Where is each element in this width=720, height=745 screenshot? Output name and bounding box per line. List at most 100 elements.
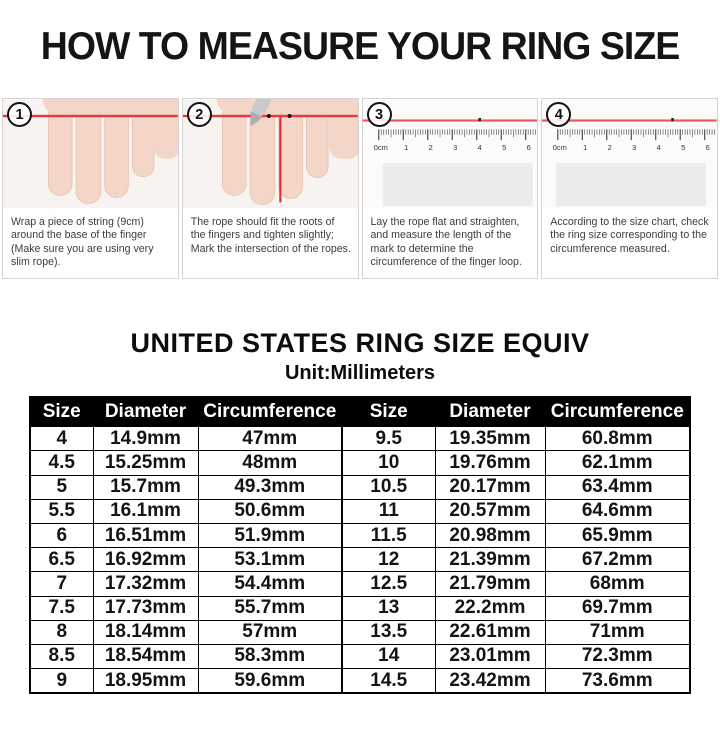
string-mark-dot: [266, 114, 271, 118]
step-1-photo: 1: [3, 99, 178, 209]
column-header: Diameter: [92, 396, 199, 428]
circumference-cell: 55.7mm: [197, 595, 343, 621]
step-3-number-badge: 3: [366, 102, 392, 127]
size-cell: 5.5: [29, 498, 94, 524]
diameter-cell: 22.2mm: [434, 595, 546, 621]
string-mark: [671, 117, 675, 122]
size-cell: 12: [341, 547, 436, 573]
string-loop-tail: [279, 115, 282, 203]
marker-pen-shape: [250, 99, 283, 127]
circumference-cell: 59.6mm: [197, 668, 343, 694]
circumference-cell: 49.3mm: [197, 474, 343, 500]
circumference-cell: 54.4mm: [197, 571, 343, 597]
diameter-cell: 17.32mm: [92, 571, 199, 597]
circumference-cell: 47mm: [197, 426, 343, 452]
size-chart-unit-label: Unit:Millimeters: [284, 362, 436, 385]
step-2-photo: 2: [182, 99, 358, 209]
column-header: Circumference: [197, 396, 343, 428]
ruler-size-check-image: 0cm 1 2 3 4 5 6: [542, 99, 717, 209]
string-mark-dot: [287, 114, 292, 118]
step-4-caption: According to the size chart, check the r…: [550, 216, 709, 255]
svg-text:0cm: 0cm: [373, 143, 387, 152]
table-row: 8 18.14mm 57mm 13.5 22.61mm 71mm: [29, 619, 691, 645]
circumference-cell: 68mm: [544, 571, 691, 597]
size-cell: 6.5: [29, 547, 94, 573]
table-row: 6 16.51mm 51.9mm 11.5 20.98mm 65.9mm: [29, 522, 691, 549]
diameter-cell: 16.92mm: [92, 547, 199, 573]
svg-text:6: 6: [706, 143, 710, 152]
diameter-cell: 20.17mm: [434, 474, 546, 500]
size-cell: 7.5: [29, 595, 94, 621]
step-2-caption: The rope should fit the roots of the fin…: [190, 216, 351, 255]
table-row: 9 18.95mm 59.6mm 14.5 23.42mm 73.6mm: [29, 668, 691, 694]
circumference-cell: 50.6mm: [197, 498, 343, 524]
ring-size-infographic: HOW TO MEASURE YOUR RING SIZE 1 Wrap a p…: [0, 25, 720, 745]
circumference-cell: 67.2mm: [544, 547, 691, 573]
step-panel-2: 2 The rope should fit the roots of the f…: [181, 98, 359, 280]
red-string-line: [362, 119, 538, 122]
diameter-cell: 18.54mm: [92, 643, 199, 670]
page-title: HOW TO MEASURE YOUR RING SIZE: [40, 25, 680, 68]
table-row: 7 17.32mm 54.4mm 12.5 21.79mm 68mm: [29, 571, 691, 597]
size-cell: 8: [29, 619, 94, 645]
diameter-cell: 18.95mm: [92, 668, 199, 694]
column-header: Size: [341, 396, 436, 428]
column-header: Size: [29, 396, 94, 428]
diameter-cell: 22.61mm: [434, 619, 546, 645]
ring-size-table-header: Size Diameter Circumference Size Diameter Cir…: [29, 396, 691, 428]
circumference-cell: 64.6mm: [544, 498, 691, 524]
size-cell: 9: [29, 668, 94, 694]
svg-text:1: 1: [404, 143, 408, 152]
circumference-cell: 72.3mm: [544, 643, 691, 670]
svg-text:3: 3: [632, 143, 636, 152]
red-string-line: [3, 114, 178, 118]
ruler-scale: 0cm 1 2 3 4 5 6: [553, 129, 716, 152]
step-panel-1: 1 Wrap a piece of string (9cm) around th…: [2, 98, 179, 280]
diameter-cell: 20.57mm: [434, 498, 546, 524]
step-2-number-badge: 2: [186, 102, 212, 127]
step-4-number-badge: 4: [546, 102, 572, 127]
size-cell: 5: [29, 474, 94, 500]
column-header: Circumference: [544, 396, 691, 428]
step-panel-4: 0cm 1 2 3 4 5 6 4 According to the size chart,…: [541, 98, 718, 280]
size-cell: 7: [29, 571, 94, 597]
table-row: 4.5 15.25mm 48mm 10 19.76mm 62.1mm: [29, 450, 691, 476]
diameter-cell: 23.01mm: [434, 643, 546, 670]
size-cell: 14: [341, 643, 436, 670]
table-row: 5.5 16.1mm 50.6mm 11 20.57mm 64.6mm: [29, 498, 691, 524]
step-1-caption: Wrap a piece of string (9cm) around the …: [11, 216, 154, 268]
svg-text:4: 4: [657, 143, 661, 152]
diameter-cell: 23.42mm: [434, 668, 546, 694]
diameter-cell: 16.51mm: [92, 522, 199, 549]
step-3-photo: 0cm 1 2 3 4 5 6 3: [362, 99, 538, 209]
svg-text:2: 2: [428, 143, 432, 152]
step-3-caption: Lay the rope flat and straighten, and me…: [370, 216, 522, 268]
size-cell: 4: [29, 426, 94, 452]
diameter-cell: 19.76mm: [434, 450, 546, 476]
size-cell: 10: [341, 450, 436, 476]
diameter-cell: 15.7mm: [92, 474, 199, 500]
diameter-cell: 17.73mm: [92, 595, 199, 621]
diameter-cell: 21.39mm: [434, 547, 546, 573]
diameter-cell: 16.1mm: [92, 498, 199, 524]
circumference-cell: 53.1mm: [197, 547, 343, 573]
svg-text:3: 3: [453, 143, 457, 152]
diameter-cell: 19.35mm: [434, 426, 546, 452]
circumference-cell: 60.8mm: [544, 426, 691, 452]
diameter-cell: 20.98mm: [434, 522, 546, 549]
circumference-cell: 63.4mm: [544, 474, 691, 500]
table-row: 6.5 16.92mm 53.1mm 12 21.39mm 67.2mm: [29, 547, 691, 573]
header-row: Size Diameter Circumference Size Diameter Cir…: [29, 396, 691, 428]
svg-text:6: 6: [526, 143, 530, 152]
size-cell: 8.5: [29, 643, 94, 670]
size-cell: 11.5: [341, 522, 436, 549]
ring-size-table-body: 4 14.9mm 47mm 9.5 19.35mm 60.8mm 4.5 15.25mm 48m…: [29, 426, 691, 694]
circumference-cell: 62.1mm: [544, 450, 691, 476]
circumference-cell: 71mm: [544, 619, 691, 645]
circumference-cell: 51.9mm: [197, 522, 343, 549]
column-header: Diameter: [434, 396, 546, 428]
diameter-cell: 21.79mm: [434, 571, 546, 597]
table-row: 8.5 18.54mm 58.3mm 14 23.01mm 72.3mm: [29, 643, 691, 670]
size-cell: 4.5: [29, 450, 94, 476]
circumference-cell: 69.7mm: [544, 595, 691, 621]
